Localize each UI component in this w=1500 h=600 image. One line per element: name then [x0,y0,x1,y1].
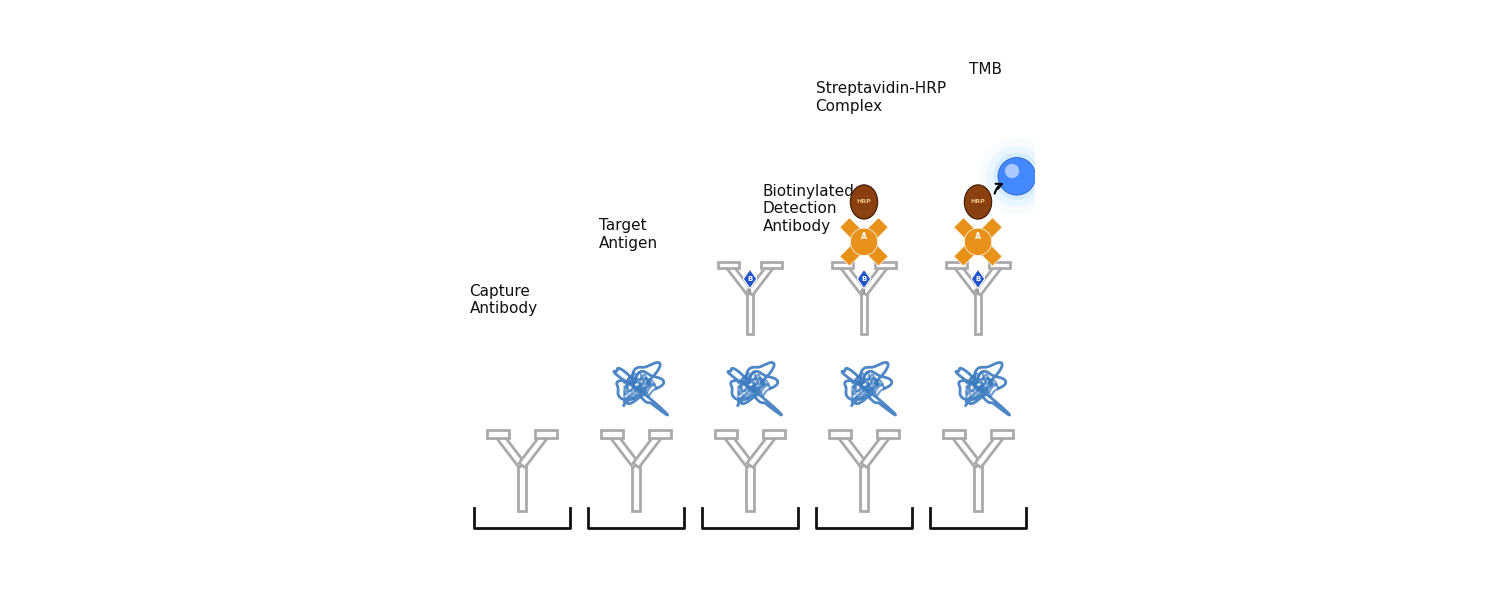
Ellipse shape [850,185,877,219]
Polygon shape [609,432,639,467]
Polygon shape [762,262,782,268]
Text: Streptavidin-HRP
Complex: Streptavidin-HRP Complex [816,82,945,114]
Text: TMB: TMB [969,62,1002,77]
Polygon shape [975,263,1002,295]
Text: Target
Antigen: Target Antigen [598,218,658,251]
Text: B: B [975,276,981,282]
Polygon shape [828,430,852,437]
Polygon shape [975,293,981,334]
Polygon shape [833,262,852,268]
Polygon shape [876,430,900,437]
Polygon shape [726,263,753,295]
Text: HRP: HRP [856,199,871,205]
Text: A: A [861,232,867,241]
Polygon shape [861,432,891,467]
Polygon shape [861,293,867,334]
Polygon shape [876,262,896,268]
Polygon shape [970,269,986,289]
Circle shape [993,153,1041,200]
Polygon shape [856,269,871,289]
Polygon shape [747,293,753,334]
Polygon shape [859,237,888,266]
Polygon shape [861,465,867,511]
Circle shape [987,146,1047,206]
Polygon shape [859,218,888,247]
Text: A: A [975,232,981,241]
Polygon shape [495,432,525,467]
Polygon shape [747,263,774,295]
Polygon shape [975,465,981,511]
Text: HRP: HRP [970,199,986,205]
Polygon shape [633,432,663,467]
Polygon shape [990,262,1010,268]
Polygon shape [861,263,888,295]
Polygon shape [723,432,753,467]
Polygon shape [954,218,982,247]
Polygon shape [747,432,777,467]
Polygon shape [534,430,558,437]
Ellipse shape [964,185,992,219]
Circle shape [998,157,1035,195]
Polygon shape [600,430,624,437]
Text: Capture
Antibody: Capture Antibody [470,284,537,316]
Polygon shape [742,269,758,289]
Polygon shape [974,218,1002,247]
Polygon shape [840,237,868,266]
Text: Biotinylated
Detection
Antibody: Biotinylated Detection Antibody [762,184,855,233]
Polygon shape [840,218,868,247]
Polygon shape [519,465,525,511]
Text: B: B [747,276,753,282]
Polygon shape [762,430,786,437]
Polygon shape [648,430,672,437]
Polygon shape [975,432,1005,467]
Text: B: B [861,276,867,282]
Polygon shape [954,263,981,295]
Polygon shape [747,465,753,511]
Circle shape [1005,164,1019,178]
Polygon shape [633,465,639,511]
Polygon shape [974,237,1002,266]
Polygon shape [718,262,738,268]
Polygon shape [946,262,966,268]
Polygon shape [837,432,867,467]
Polygon shape [942,430,966,437]
Circle shape [980,139,1054,214]
Circle shape [964,228,992,256]
Polygon shape [990,430,1014,437]
Polygon shape [840,263,867,295]
Polygon shape [519,432,549,467]
Polygon shape [954,237,982,266]
Polygon shape [486,430,510,437]
Polygon shape [951,432,981,467]
Circle shape [850,228,877,256]
Polygon shape [714,430,738,437]
